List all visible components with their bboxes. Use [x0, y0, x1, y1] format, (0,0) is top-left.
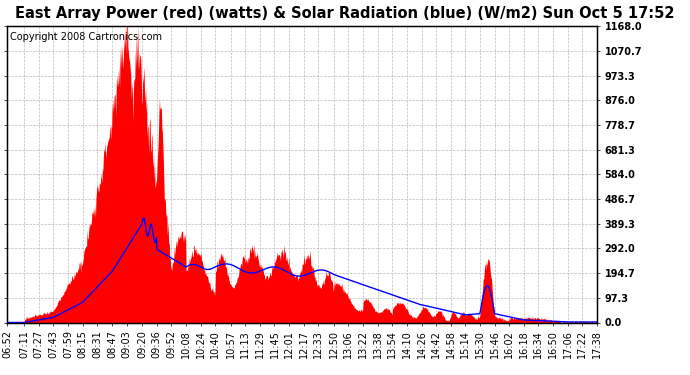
Text: East Array Power (red) (watts) & Solar Radiation (blue) (W/m2) Sun Oct 5 17:52: East Array Power (red) (watts) & Solar R… — [15, 6, 675, 21]
Text: Copyright 2008 Cartronics.com: Copyright 2008 Cartronics.com — [10, 32, 162, 42]
